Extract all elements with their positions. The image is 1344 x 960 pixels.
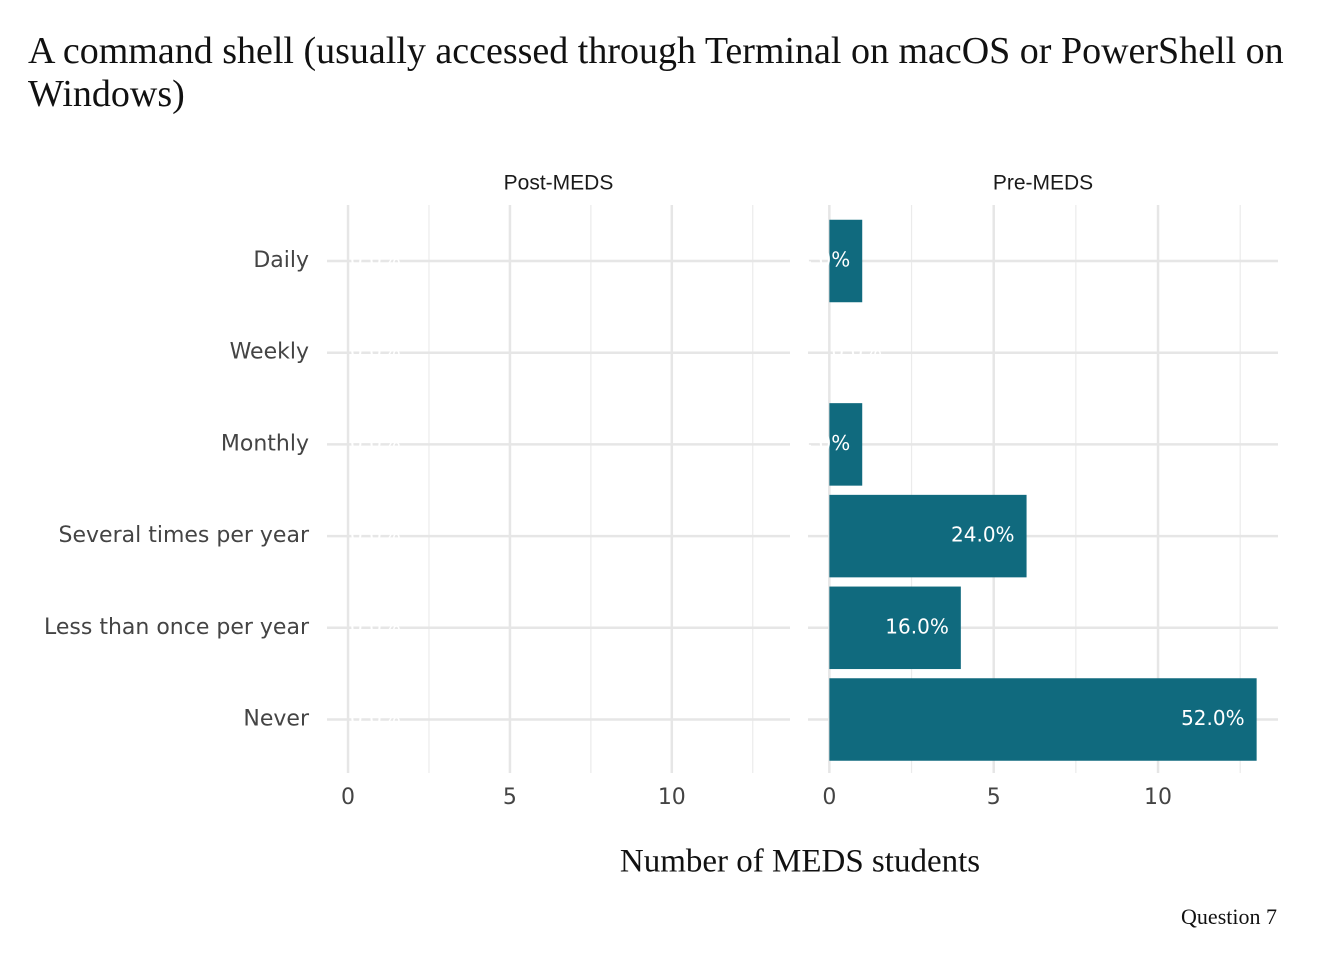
value-label: 24.0%: [951, 523, 1015, 547]
y-tick-label: Never: [243, 707, 310, 732]
value-label: 0.0%: [350, 523, 401, 547]
value-label: 0.0%: [350, 431, 401, 455]
y-tick-label: Less than once per year: [44, 615, 310, 640]
facet-label: Pre-MEDS: [993, 172, 1093, 195]
value-label: 0.0%: [350, 339, 401, 363]
y-tick-label: Daily: [253, 248, 309, 273]
x-tick-label: 0: [822, 785, 836, 810]
value-label: 0.0%: [350, 706, 401, 730]
caption: Question 7: [1181, 904, 1277, 929]
bar: [829, 586, 961, 670]
bar: [829, 678, 1257, 761]
value-label: 4.0%: [799, 248, 850, 272]
y-tick-label: Several times per year: [59, 523, 310, 548]
value-label: 0.0%: [350, 614, 401, 638]
value-label: 16.0%: [885, 614, 949, 638]
facet-label: Post-MEDS: [504, 172, 614, 195]
x-axis-label: Number of MEDS students: [620, 844, 980, 880]
chart-title: A command shell (usually accessed throug…: [28, 30, 1284, 115]
value-label: 4.0%: [799, 431, 850, 455]
x-tick-label: 0: [341, 785, 355, 810]
x-tick-label: 5: [987, 785, 1001, 810]
value-label: 0.0%: [350, 248, 401, 272]
x-tick-label: 10: [658, 785, 686, 810]
bar: [829, 219, 863, 303]
bar: [829, 403, 863, 486]
value-label: 0.0%: [831, 339, 882, 363]
y-tick-label: Weekly: [230, 340, 309, 365]
value-label: 52.0%: [1181, 706, 1245, 730]
x-tick-label: 10: [1144, 785, 1172, 810]
y-tick-label: Monthly: [221, 431, 309, 456]
bar: [829, 494, 1027, 578]
x-tick-label: 5: [503, 785, 517, 810]
